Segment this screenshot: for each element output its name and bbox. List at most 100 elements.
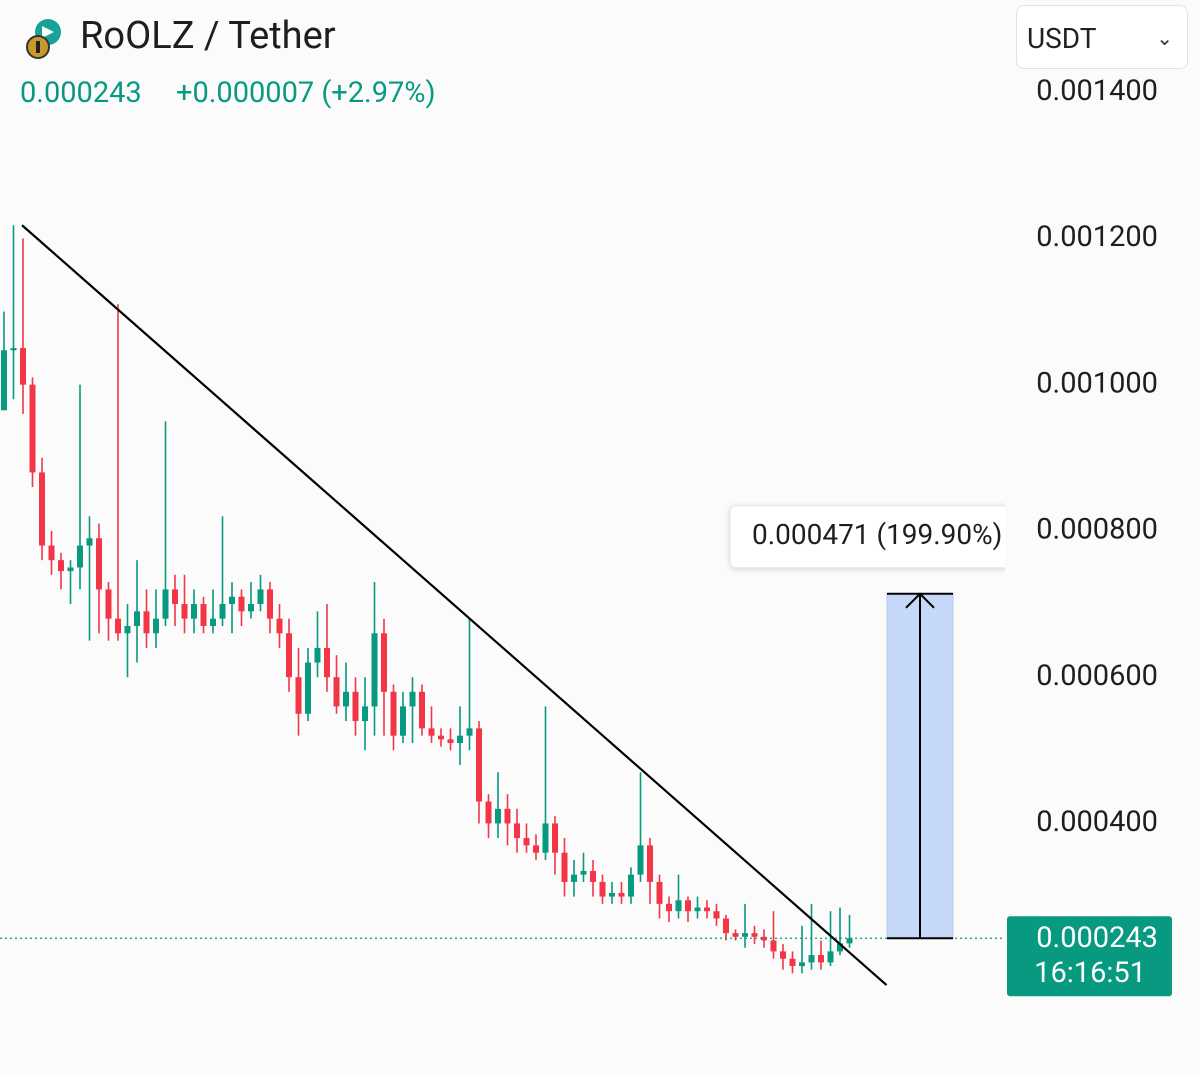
candle-body: [257, 589, 264, 605]
candle-body: [248, 604, 254, 612]
candle-body: [409, 691, 416, 707]
candle-body: [191, 604, 197, 619]
candle-body: [362, 706, 368, 722]
candle-body: [656, 881, 663, 904]
candle-body: [343, 691, 349, 707]
candle-body: [808, 955, 815, 963]
candle-body: [818, 955, 824, 963]
candle-body: [10, 348, 17, 351]
candle-body: [162, 589, 169, 619]
candle-body: [704, 907, 710, 912]
candle-body: [628, 874, 634, 897]
measure-label-group: 0.000471 (199.90%): [729, 505, 1005, 569]
candle-body: [124, 625, 131, 634]
candle-body: [143, 611, 150, 634]
candle-body: [732, 933, 739, 937]
candle-body: [333, 677, 340, 707]
candle-body: [675, 900, 682, 912]
candle-body: [495, 808, 501, 824]
candle-body: [29, 384, 36, 473]
candle-body: [381, 633, 387, 692]
y-tick-label: 0.000400: [1036, 805, 1158, 839]
candle-body: [419, 691, 425, 729]
candle-body: [200, 604, 207, 626]
candle-body: [314, 647, 321, 663]
logo: [26, 19, 61, 59]
candle-body: [685, 900, 691, 912]
y-tick-label: 0.000600: [1036, 659, 1158, 693]
candle-body: [276, 618, 283, 634]
candle-body: [20, 348, 26, 385]
candle-body: [504, 808, 511, 824]
candle-body: [305, 662, 311, 714]
candle-body: [742, 933, 748, 937]
candle-body: [770, 940, 777, 952]
candle-body: [666, 903, 672, 912]
candle-body: [827, 951, 834, 963]
candle-body: [153, 618, 159, 634]
countdown: 16:16:51: [1034, 956, 1146, 990]
candle-body: [105, 589, 112, 619]
candle-body: [561, 852, 568, 882]
candle-body: [238, 596, 245, 612]
candle-body: [134, 611, 140, 626]
candle-body: [533, 845, 539, 853]
header-price: 0.000243: [20, 76, 142, 110]
candle-body: [542, 823, 549, 853]
candle-body: [713, 911, 720, 919]
candle-body: [400, 706, 406, 736]
y-tick-label: 0.001400: [1036, 74, 1158, 108]
candle-body: [485, 801, 492, 824]
candle-body: [751, 933, 758, 937]
candle-body: [599, 881, 606, 897]
candle-body: [58, 560, 64, 572]
candle-body: [86, 538, 93, 546]
currency-select[interactable]: USDT ⌄: [1016, 5, 1188, 69]
y-tick-label: 0.000800: [1036, 513, 1158, 547]
candle-body: [466, 728, 473, 736]
candle-body: [210, 618, 216, 626]
candle-body: [571, 874, 577, 882]
candle-body: [590, 870, 596, 882]
candle-body: [77, 545, 83, 568]
candle-body: [523, 838, 530, 846]
candle-body: [694, 907, 701, 912]
measure-label: 0.000471 (199.90%): [752, 518, 1002, 551]
candle-body: [352, 691, 359, 722]
candle-body: [286, 633, 292, 678]
header-change: +0.000007 (+2.97%): [176, 76, 436, 110]
candle-body: [219, 604, 226, 619]
candle-body: [637, 845, 644, 875]
candle-body: [39, 472, 45, 546]
y-tick-label: 0.001000: [1036, 366, 1158, 400]
candle-body: [647, 845, 653, 882]
candle-body: [761, 936, 767, 941]
candle-body: [837, 943, 843, 952]
y-tick-label: 0.001200: [1036, 220, 1158, 254]
candle-body: [438, 735, 444, 740]
currency-label: USDT: [1027, 22, 1097, 55]
candle-body: [371, 633, 378, 707]
candle-body: [723, 918, 729, 934]
candle-body: [580, 870, 587, 875]
candle-body: [789, 958, 796, 967]
candle-body: [609, 892, 615, 897]
measure-label-box: [729, 505, 1005, 569]
candle-body: [476, 728, 482, 802]
candle-body: [96, 538, 102, 590]
candle-body: [48, 545, 55, 561]
candle-body: [428, 728, 435, 736]
dropdown-arrow: ⌄: [1156, 26, 1173, 50]
candle-body: [780, 951, 786, 959]
candle-body: [267, 589, 273, 619]
candle-body: [390, 691, 397, 736]
candle-body: [67, 567, 74, 572]
candle-body: [295, 677, 302, 714]
candle-body: [846, 938, 853, 944]
candle-body: [618, 892, 625, 897]
candle-body: [1, 350, 7, 411]
candle-body: [514, 823, 520, 839]
candle-body: [229, 596, 235, 605]
